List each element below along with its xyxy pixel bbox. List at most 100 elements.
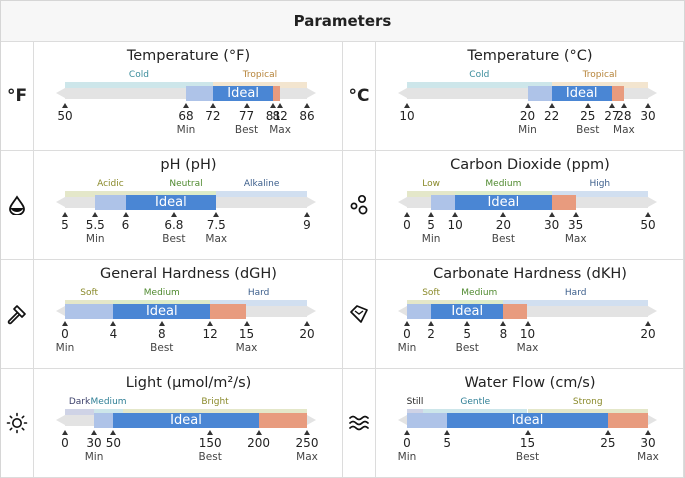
tick-marker bbox=[183, 103, 189, 108]
celsius-icon: °C bbox=[348, 86, 370, 106]
zone-band bbox=[455, 300, 504, 306]
tick-value: 68 bbox=[178, 109, 194, 123]
tick-marker bbox=[207, 321, 214, 326]
tick-value: 86 bbox=[299, 109, 315, 123]
zone-band bbox=[65, 409, 95, 415]
tick-value: 30 bbox=[543, 218, 560, 232]
tick-marker bbox=[608, 103, 615, 108]
tick-sublabel: Best bbox=[198, 451, 222, 463]
tick-sublabel: Best bbox=[455, 342, 479, 354]
tick-marker bbox=[255, 430, 262, 435]
max-range-segment bbox=[607, 413, 648, 428]
zone-label: Alkaline bbox=[243, 179, 280, 189]
gauge: Carbonate Hardness (dKH) Soft Medium Hard Id… bbox=[376, 260, 684, 369]
zone-label: Acidic bbox=[97, 179, 124, 189]
tick-sublabel: Max bbox=[613, 124, 635, 136]
zone-label: Bright bbox=[201, 397, 229, 407]
zone-band bbox=[123, 409, 307, 415]
tick-value: 27 bbox=[604, 109, 620, 123]
tick-value: 4 bbox=[109, 327, 118, 341]
min-range-segment bbox=[94, 413, 114, 428]
gauge-cell: Temperature (°C) Cold Tropical Ideal 10 20 Min… bbox=[376, 42, 684, 151]
tick-marker bbox=[277, 103, 284, 108]
zone-band bbox=[407, 191, 456, 197]
tick-marker bbox=[270, 103, 277, 108]
zone-label: Medium bbox=[485, 179, 522, 189]
tick-marker bbox=[404, 430, 410, 435]
tick-value: 77 bbox=[238, 109, 255, 123]
tick-sublabel: Max bbox=[516, 342, 539, 354]
zone-label: Strong bbox=[572, 397, 603, 407]
tick-marker bbox=[645, 212, 651, 217]
tick-value: 82 bbox=[272, 109, 288, 123]
tick-value: 6.8 bbox=[164, 218, 184, 232]
tick-sublabel: Best bbox=[162, 233, 186, 245]
zone-band bbox=[216, 191, 307, 197]
zone-label: Tropical bbox=[582, 70, 617, 80]
tick-marker bbox=[548, 103, 555, 108]
zone-label: Medium bbox=[461, 288, 498, 298]
tick-sublabel: Best bbox=[515, 451, 540, 463]
ideal-range-segment: Ideal bbox=[447, 413, 608, 428]
icon-cell: °F bbox=[1, 42, 34, 151]
zone-label: Low bbox=[422, 179, 440, 189]
tick-marker bbox=[304, 103, 310, 108]
max-range-segment bbox=[273, 86, 281, 101]
zone-label: Neutral bbox=[169, 179, 203, 189]
tick-value: 200 bbox=[247, 436, 271, 450]
zone-label: Cold bbox=[469, 70, 490, 80]
tick-value: 50 bbox=[57, 109, 73, 123]
zone-band bbox=[210, 300, 307, 306]
tick-marker bbox=[92, 212, 99, 217]
min-range-segment bbox=[407, 413, 448, 428]
tick-sublabel: Max bbox=[637, 451, 659, 463]
tick-marker bbox=[243, 321, 250, 326]
gauge-title: Temperature (°C) bbox=[467, 48, 593, 64]
max-range-segment bbox=[551, 195, 576, 210]
zone-band bbox=[407, 300, 456, 306]
tick-marker bbox=[620, 103, 627, 108]
fahrenheit-icon: °F bbox=[6, 86, 28, 106]
gauge-cell: Carbon Dioxide (ppm) Low Medium High Ideal 0 5… bbox=[376, 151, 684, 260]
tick-marker bbox=[91, 430, 98, 435]
icon-cell bbox=[1, 151, 34, 260]
tick-marker bbox=[604, 430, 611, 435]
gauge-title: Water Flow (cm/s) bbox=[464, 375, 596, 391]
tick-marker bbox=[645, 430, 651, 435]
hammer-icon bbox=[6, 303, 28, 325]
gauge: Carbon Dioxide (ppm) Low Medium High Ideal 0 5… bbox=[376, 151, 684, 260]
zone-band bbox=[113, 300, 211, 306]
tick-value: 5.5 bbox=[85, 218, 105, 232]
tick-sublabel: Best bbox=[491, 233, 516, 245]
zone-label: Medium bbox=[143, 288, 180, 298]
tick-value: 28 bbox=[616, 109, 632, 123]
tick-value: 10 bbox=[519, 327, 536, 341]
zone-band bbox=[65, 82, 213, 88]
zone-label: Hard bbox=[247, 288, 270, 298]
zone-band bbox=[423, 409, 528, 415]
tick-marker bbox=[304, 212, 310, 217]
ideal-range-segment: Ideal bbox=[431, 304, 504, 319]
gauge-cell: General Hardness (dGH) Soft Medium Hard Idea… bbox=[34, 260, 343, 369]
gauge-title: Carbon Dioxide (ppm) bbox=[450, 157, 610, 173]
zone-label: Gentle bbox=[460, 397, 491, 407]
tick-marker bbox=[444, 430, 451, 435]
ideal-range-segment: Ideal bbox=[212, 86, 274, 101]
tick-marker bbox=[584, 103, 591, 108]
tick-value: 8 bbox=[157, 327, 166, 341]
tick-value: 35 bbox=[568, 218, 584, 232]
min-range-segment bbox=[407, 304, 432, 319]
gauge-title: pH (pH) bbox=[160, 157, 217, 173]
gauge-title: Light (µmol/m²/s) bbox=[125, 375, 252, 391]
tick-value: 0 bbox=[403, 327, 411, 341]
tick-sublabel: Best bbox=[234, 124, 259, 136]
gauge: Temperature (°F) Cold Tropical Ideal 50 68 Min… bbox=[34, 42, 343, 151]
tick-value: 20 bbox=[519, 109, 536, 123]
zone-band bbox=[551, 191, 648, 197]
tick-marker bbox=[170, 212, 177, 217]
tick-marker bbox=[110, 321, 117, 326]
zone-label: Tropical bbox=[242, 70, 278, 80]
tick-value: 50 bbox=[640, 218, 656, 232]
zone-band bbox=[407, 409, 424, 415]
